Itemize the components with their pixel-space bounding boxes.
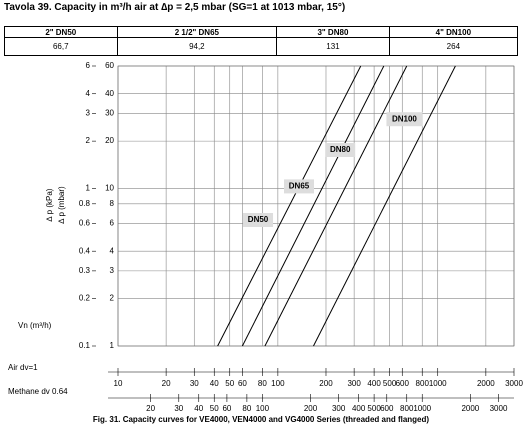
x2-tick-label: 1000 [413, 404, 431, 413]
x2-tick-label: 80 [242, 404, 251, 413]
x-tick-label: 800 [416, 379, 430, 388]
y2-tick-label: 3 [86, 109, 91, 118]
x2-tick-label: 300 [332, 404, 346, 413]
label-box [325, 143, 356, 157]
y-tick-label: 1 [110, 341, 115, 350]
cell: 264 [388, 37, 519, 56]
x2-tick-label: 100 [256, 404, 270, 413]
caption: Fig. 31. Capacity curves for VE4000, VEN… [93, 415, 429, 424]
x-tick-label: 10 [114, 379, 123, 388]
y-tick-label: 3 [110, 266, 115, 275]
label-box [284, 179, 315, 194]
series-label: DN100 [392, 114, 417, 123]
x-tick-label: 100 [271, 379, 285, 388]
y2-tick-label: 0.6 [79, 219, 91, 228]
x2-tick-label: 200 [304, 404, 318, 413]
x2-tick-label: 40 [194, 404, 203, 413]
cell: 131 [276, 37, 390, 56]
capacity-curve [217, 65, 362, 347]
x-tick-label: 300 [347, 379, 361, 388]
x-tick-label: 600 [396, 379, 410, 388]
x2-tick-label: 30 [174, 404, 183, 413]
capacity-curve [313, 65, 456, 347]
y2-tick-label: 0.4 [79, 246, 91, 255]
x2-tick-label: 800 [400, 404, 414, 413]
label-box [386, 112, 423, 127]
cell: 66,7 [4, 37, 118, 56]
plot-frame [117, 65, 515, 347]
label-box [243, 213, 274, 227]
capacity-table: 2" DN50 2 1/2" DN65 3" DN80 4" DN100 66,… [4, 26, 519, 56]
x-tick-label: 60 [238, 379, 247, 388]
series-label: DN65 [289, 182, 310, 191]
cell: 94,2 [116, 37, 278, 56]
x2-tick-label: 2000 [461, 404, 479, 413]
y-tick-label: 6 [110, 219, 115, 228]
x-tick-label: 2000 [477, 379, 495, 388]
y2-tick-label: 0.3 [79, 266, 91, 275]
x2-tick-label: 600 [380, 404, 394, 413]
y-tick-label: 20 [105, 136, 114, 145]
x-axis-label: Vn (m³/h) [18, 321, 52, 330]
y2-tick-label: 4 [86, 89, 91, 98]
capacity-curve [264, 65, 408, 347]
x2-tick-label: 50 [210, 404, 219, 413]
y-tick-label: 8 [110, 199, 115, 208]
series-label: DN80 [330, 145, 351, 154]
x-tick-label: 3000 [505, 379, 523, 388]
y2-tick-label: 0.2 [79, 294, 91, 303]
x-tick-label: 500 [383, 379, 397, 388]
y-tick-label: 2 [110, 294, 115, 303]
y-tick-label: 40 [105, 89, 114, 98]
x-tick-label: 1000 [429, 379, 447, 388]
y-tick-label: 4 [110, 246, 115, 255]
y-tick-label: 60 [105, 61, 114, 70]
y-axis-label: ∆ p (mbar) [57, 186, 66, 224]
x2-tick-label: 3000 [490, 404, 508, 413]
y-tick-label: 10 [105, 184, 114, 193]
methane-axis-label: Methane dv 0.64 [8, 387, 68, 396]
x2-tick-label: 20 [146, 404, 155, 413]
x-tick-label: 20 [162, 379, 171, 388]
x-tick-label: 200 [319, 379, 333, 388]
y2-axis-label: ∆ p (kPa) [45, 188, 54, 221]
x2-tick-label: 60 [222, 404, 231, 413]
y-tick-label: 30 [105, 109, 114, 118]
series-label: DN50 [248, 215, 269, 224]
x2-tick-label: 500 [367, 404, 381, 413]
capacity-curve [241, 65, 385, 347]
x-tick-label: 50 [225, 379, 234, 388]
title: Tavola 39. Capacity in m³/h air at ∆p = … [4, 2, 346, 13]
x2-tick-label: 400 [352, 404, 366, 413]
x-tick-label: 400 [367, 379, 381, 388]
x-tick-label: 30 [190, 379, 199, 388]
value-row: 66,7 94,2 131 264 [4, 37, 519, 56]
x-tick-label: 80 [258, 379, 267, 388]
y2-tick-label: 0.1 [79, 341, 91, 350]
y2-tick-label: 1 [86, 184, 91, 193]
x-tick-label: 40 [210, 379, 219, 388]
air-axis-label: Air dv=1 [8, 363, 38, 372]
y2-tick-label: 2 [86, 136, 91, 145]
y2-tick-label: 6 [86, 61, 91, 70]
y2-tick-label: 0.8 [79, 199, 91, 208]
